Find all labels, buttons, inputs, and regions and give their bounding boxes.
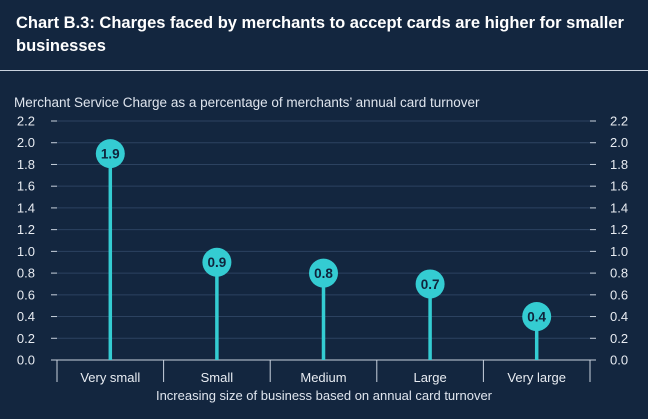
- x-category-label: Small: [201, 370, 234, 385]
- y-tick-label-right: 0.2: [610, 331, 628, 346]
- title-divider: [0, 70, 648, 71]
- y-tick-label-right: 0.4: [610, 309, 628, 324]
- y-tick-label-left: 1.6: [17, 179, 35, 194]
- y-tick-label-right: 0.6: [610, 287, 628, 302]
- y-tick-label-left: 1.4: [17, 200, 35, 215]
- y-tick-label-left: 1.0: [17, 244, 35, 259]
- y-tick-label-left: 1.8: [17, 157, 35, 172]
- lollipop-marker: [522, 302, 552, 332]
- gridlines: [57, 120, 590, 339]
- y-tick-label-left: 0.8: [17, 266, 35, 281]
- lollipop-marker: [202, 247, 232, 277]
- data-label: 0.7: [421, 277, 440, 292]
- data-label: 1.9: [101, 147, 120, 162]
- data-label: 0.8: [314, 266, 333, 281]
- x-category-label: Medium: [300, 370, 346, 385]
- y-tick-label-left: 1.2: [17, 222, 35, 237]
- y-tick-label-right: 1.8: [610, 157, 628, 172]
- y-tick-label-right: 1.0: [610, 244, 628, 259]
- x-axis-categories: Very small Small Medium Large Very large: [80, 370, 566, 385]
- data-label: 0.4: [527, 310, 546, 325]
- y-tick-label-left: 0.0: [17, 353, 35, 368]
- chart-subtitle: Merchant Service Charge as a percentage …: [14, 95, 480, 110]
- lollipop-marker: [309, 258, 338, 288]
- y-tick-label-right: 2.0: [610, 135, 628, 150]
- y-tick-label-left: 2.2: [17, 114, 35, 129]
- y-tick-label-right: 1.6: [610, 179, 628, 194]
- y-axis-right-ticks: 0.0 0.2 0.4 0.6 0.8 1.0 1.2 1.4 1.6 1.8 2.0 2.2: [590, 114, 628, 368]
- data-label: 0.9: [208, 255, 227, 270]
- x-category-label: Very small: [80, 370, 140, 385]
- y-tick-label-left: 0.2: [17, 331, 35, 346]
- y-tick-label-right: 1.2: [610, 222, 628, 237]
- y-tick-label-left: 0.4: [17, 309, 35, 324]
- series-markers: 1.9 0.9 0.8 0.7 0.4: [95, 139, 552, 360]
- x-axis-label: Increasing size of business based on ann…: [155, 388, 493, 403]
- lollipop-marker: [415, 269, 445, 299]
- x-category-label: Very large: [507, 370, 566, 385]
- y-tick-label-right: 2.2: [610, 114, 628, 129]
- chart-title: Chart B.3: Charges faced by merchants to…: [16, 14, 624, 55]
- y-tick-label-right: 1.4: [610, 200, 628, 215]
- y-tick-label-left: 2.0: [17, 135, 35, 150]
- lollipop-marker: [95, 139, 125, 169]
- x-category-label: Large: [413, 370, 446, 385]
- y-tick-label-right: 0.0: [610, 353, 628, 368]
- y-axis-left-ticks: 0.0 0.2 0.4 0.6 0.8 1.0 1.2 1.4 1.6 1.8 2.0 2.2: [17, 114, 57, 368]
- y-tick-label-left: 0.6: [17, 287, 35, 302]
- y-tick-label-right: 0.8: [610, 266, 628, 281]
